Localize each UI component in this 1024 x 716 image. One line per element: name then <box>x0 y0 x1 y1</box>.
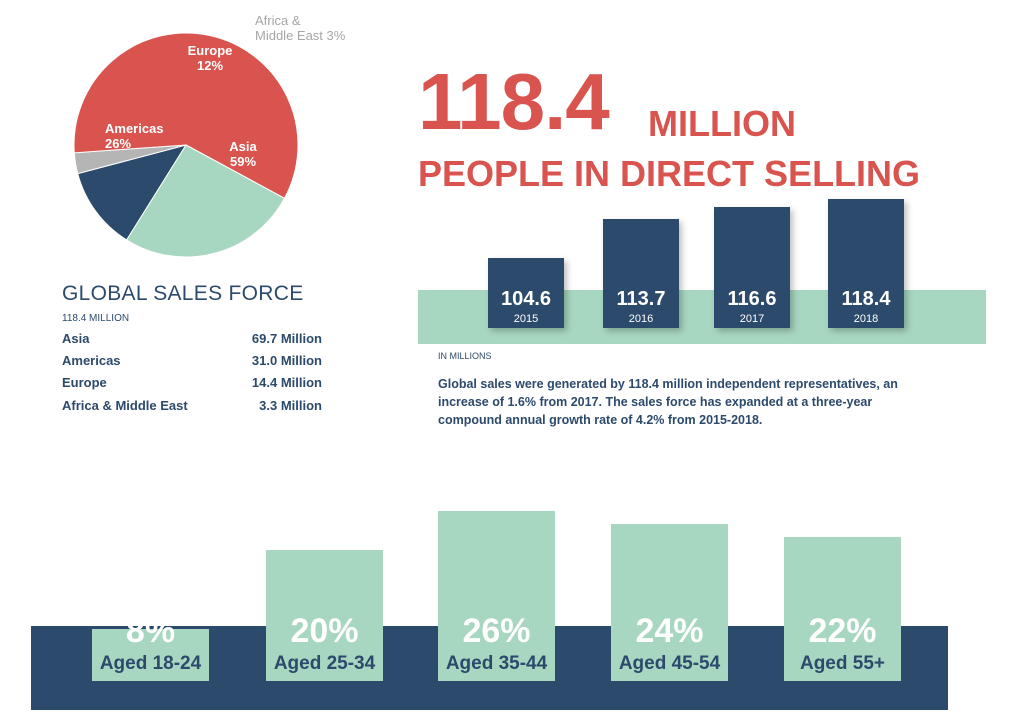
age-bar-label: Aged 25-34 <box>273 653 376 674</box>
year-bar-label: 2015 <box>513 313 539 325</box>
age-bar-value: 22% <box>808 612 877 650</box>
sales-force-row: Africa & Middle East 3.3 Million <box>62 398 322 420</box>
year-bar: 116.6 2017 <box>714 207 790 328</box>
year-bar-label: 2017 <box>739 313 765 325</box>
year-bar-value: 113.7 <box>616 288 666 310</box>
year-bar-label: 2016 <box>628 313 654 325</box>
region-value: 14.4 Million <box>251 375 322 390</box>
sales-force-total: 118.4 MILLION <box>62 313 130 324</box>
age-bar-label: Aged 55+ <box>799 653 885 674</box>
year-bar-label: 2018 <box>853 313 879 325</box>
region-value: 3.3 Million <box>259 398 322 413</box>
pie-label: Europe 12% <box>188 43 233 73</box>
year-bar: 118.4 2018 <box>828 199 904 328</box>
sales-force-title: GLOBAL SALES FORCE <box>62 282 304 305</box>
year-bar-value: 104.6 <box>500 288 552 310</box>
sales-force-row: Americas 31.0 Million <box>62 353 322 375</box>
year-bar: 104.6 2015 <box>488 258 564 328</box>
headline-number: 118.4 <box>418 57 610 146</box>
pie-slice-europe <box>77 144 188 241</box>
headline-unit: MILLION <box>648 103 796 144</box>
age-bar: 20% Aged 25-34 <box>266 550 383 681</box>
description-text: Global sales were generated by 118.4 mil… <box>438 377 898 427</box>
pie-slice-americas <box>125 144 286 258</box>
age-bar-label: Aged 18-24 <box>99 653 202 674</box>
year-bar: 113.7 2016 <box>603 219 679 328</box>
region-pie-chart: Europe 12% Africa & Middle East 3% Asia 59% Am… <box>73 13 346 258</box>
pie-label: Asia 59% <box>229 139 257 169</box>
units-note: IN MILLIONS <box>438 351 492 361</box>
age-bar: 22% Aged 55+ <box>784 537 901 681</box>
sales-force-row: Europe 14.4 Million <box>62 375 322 397</box>
age-bar-label: Aged 35-44 <box>445 653 548 674</box>
region-value: 69.7 Million <box>251 331 322 346</box>
region-name: Europe <box>62 375 107 390</box>
region-value: 31.0 Million <box>251 353 322 368</box>
age-bar-value: 8% <box>125 612 176 650</box>
sales-force-row: Asia 69.7 Million <box>62 331 322 353</box>
region-name: Americas <box>62 353 121 368</box>
age-bar-value: 26% <box>462 612 531 650</box>
pie-slice-asia <box>73 32 299 199</box>
region-name: Africa & Middle East <box>62 398 188 413</box>
year-bar-value: 116.6 <box>727 288 777 310</box>
age-bar-label: Aged 45-54 <box>618 653 721 674</box>
age-bar: 24% Aged 45-54 <box>611 524 728 681</box>
age-bar: 8% Aged 18-24 <box>92 612 209 681</box>
region-name: Asia <box>62 331 90 346</box>
pie-label: Americas 26% <box>105 121 164 151</box>
age-bar: 26% Aged 35-44 <box>438 511 555 681</box>
year-bar-value: 118.4 <box>841 288 891 310</box>
headline-subtitle: PEOPLE IN DIRECT SELLING <box>418 153 921 194</box>
pie-label: Africa & Middle East 3% <box>255 13 346 43</box>
age-bar-value: 20% <box>290 612 359 650</box>
age-bar-value: 24% <box>635 612 704 650</box>
